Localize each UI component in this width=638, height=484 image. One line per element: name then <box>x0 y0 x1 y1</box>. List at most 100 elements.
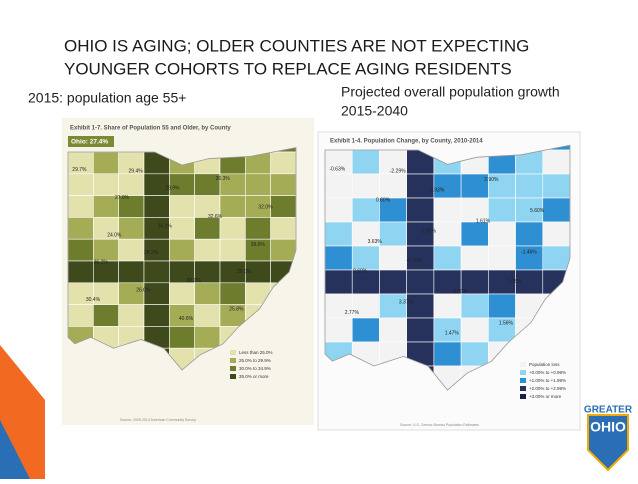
county <box>270 173 296 196</box>
county <box>488 317 516 343</box>
county <box>406 173 435 199</box>
map-title: Exhibit 1-7. Share of Population 55 and … <box>70 126 231 132</box>
county <box>143 282 170 305</box>
county-label: 2.07% <box>422 229 437 235</box>
county <box>433 173 462 199</box>
county <box>351 197 380 223</box>
county <box>194 304 221 327</box>
county <box>118 238 145 262</box>
county <box>68 195 94 218</box>
legend-swatch <box>520 386 526 391</box>
county <box>406 293 435 319</box>
county-label: 2.90% <box>484 177 499 183</box>
county-label: -1.46% <box>521 249 537 255</box>
county-label: 1.47% <box>445 331 460 337</box>
county <box>542 197 570 223</box>
county-label: 27.0% <box>115 195 130 201</box>
county <box>351 269 380 295</box>
county <box>406 317 435 343</box>
logo-text: GREATER <box>584 405 633 416</box>
county <box>325 269 353 295</box>
legend-swatch <box>230 358 236 363</box>
county <box>325 197 353 223</box>
county <box>93 173 119 196</box>
county <box>245 173 271 196</box>
county <box>542 221 570 247</box>
county <box>406 221 435 247</box>
county <box>194 326 221 349</box>
county <box>118 304 145 327</box>
county <box>542 245 570 271</box>
county-label: -0.63% <box>329 167 345 173</box>
county-label: 2.05% <box>507 279 522 285</box>
state-label: Ohio: 27.4% <box>71 139 108 146</box>
legend-label: 35.0% or more <box>239 374 269 379</box>
county <box>542 173 570 199</box>
county <box>169 217 195 240</box>
legend-swatch <box>520 378 526 383</box>
county <box>460 173 489 199</box>
county <box>542 149 570 175</box>
county-label: 30.4% <box>86 297 101 303</box>
caption: 2015-2040 <box>341 103 408 119</box>
county <box>379 221 407 247</box>
county <box>351 173 380 199</box>
county <box>351 245 380 271</box>
county <box>219 282 246 305</box>
legend-swatch <box>230 374 236 379</box>
caption: Projected overall population growth <box>341 84 560 100</box>
county <box>118 282 145 305</box>
county <box>219 217 246 240</box>
county <box>515 221 544 247</box>
county <box>68 238 94 262</box>
county <box>379 317 407 343</box>
county <box>194 217 221 240</box>
county <box>219 238 246 262</box>
county <box>406 197 435 223</box>
source: Source: U.S. Census Bureau Population Es… <box>400 423 479 427</box>
county-label: 24.0% <box>107 233 122 239</box>
county <box>351 317 380 343</box>
county-label: 3.37% <box>399 300 414 306</box>
legend-swatch <box>520 370 526 375</box>
county <box>270 195 296 218</box>
county <box>93 304 119 327</box>
county-label: 30.0% <box>187 278 202 284</box>
county <box>488 245 516 271</box>
county <box>460 245 489 271</box>
county <box>351 293 380 319</box>
legend-swatch <box>230 366 236 371</box>
map-title: Exhibit 1-4. Population Change, by Count… <box>330 139 483 145</box>
state-outline <box>324 144 571 391</box>
county <box>515 173 544 199</box>
legend-label: +2.00% to +2.99% <box>529 386 566 391</box>
county <box>194 238 221 262</box>
county-label: 29.9% <box>165 186 180 192</box>
county <box>118 260 145 284</box>
county <box>351 221 380 247</box>
county <box>325 221 353 247</box>
county-label: 40.6% <box>179 316 194 322</box>
county <box>488 293 516 319</box>
county <box>379 269 407 295</box>
county <box>379 245 407 271</box>
county <box>488 197 516 223</box>
county <box>245 217 271 240</box>
county-label: 1.56% <box>499 320 514 326</box>
county <box>169 326 195 349</box>
county-label: 5.60% <box>530 208 545 214</box>
county <box>460 341 489 367</box>
county <box>270 217 296 240</box>
county-label: 29.0% <box>237 269 252 275</box>
county <box>325 317 353 343</box>
county-label: 0.69% <box>353 268 368 274</box>
county <box>433 293 462 319</box>
county-label: 28.6% <box>251 242 266 248</box>
source: Source: 2009-2013 American Community Sur… <box>120 418 196 422</box>
county <box>488 173 516 199</box>
county <box>143 304 170 327</box>
accent-blue <box>0 420 30 479</box>
state-badge <box>68 136 114 147</box>
legend-label: +0.00% to +0.99% <box>529 370 566 375</box>
title-line: OHIO IS AGING; OLDER COUNTIES ARE NOT EX… <box>64 36 529 55</box>
